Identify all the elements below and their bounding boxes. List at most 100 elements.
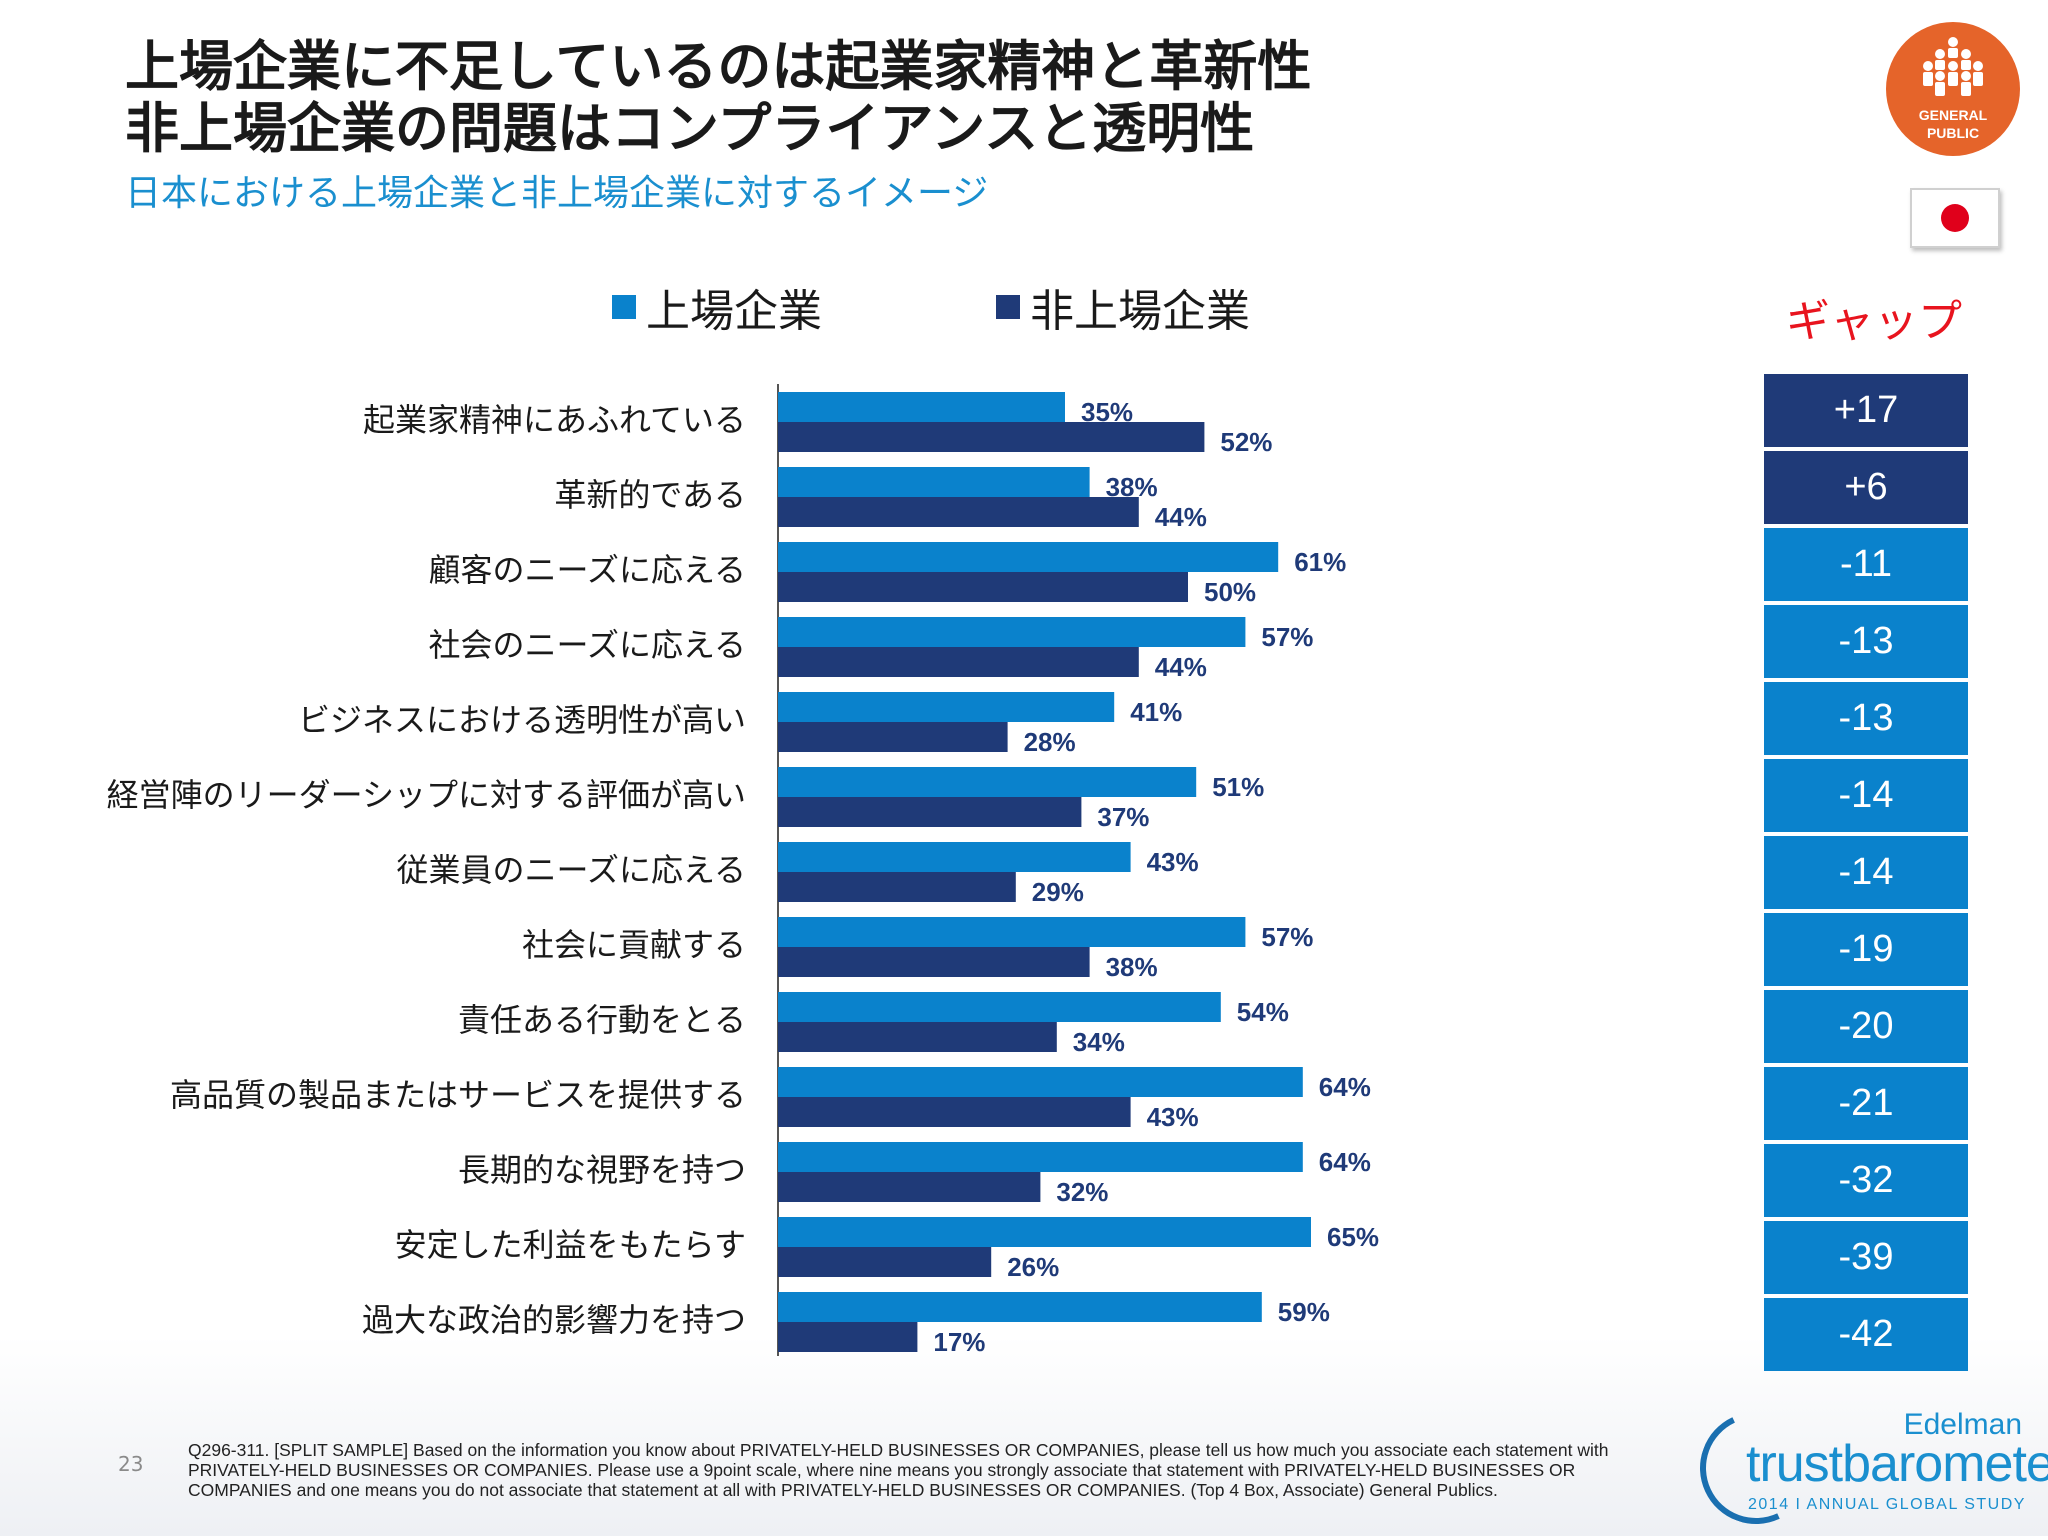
general-public-badge: GENERAL PUBLIC <box>1886 22 2020 156</box>
bar-listed <box>778 917 1246 947</box>
legend-label-unlisted: 非上場企業 <box>1030 286 1250 337</box>
bar-unlisted <box>778 422 1205 452</box>
data-label-unlisted: 26% <box>1007 1252 1059 1282</box>
legend-swatch-unlisted <box>996 295 1020 319</box>
data-label-unlisted: 28% <box>1024 727 1076 757</box>
bar-listed <box>778 542 1279 572</box>
gap-column-title: ギャップ <box>1786 296 1962 347</box>
page-number: 23 <box>118 1452 144 1476</box>
page-subtitle: 日本における上場企業と非上場企業に対するイメージ <box>125 173 989 214</box>
bar-listed <box>778 692 1115 722</box>
logo-brand: Edelman <box>1903 1408 2022 1441</box>
category-label: 社会に貢献する <box>521 926 746 964</box>
data-label-listed: 57% <box>1261 922 1313 952</box>
data-label-unlisted: 44% <box>1155 502 1207 532</box>
bar-unlisted <box>778 722 1008 752</box>
people-group-icon <box>1923 37 1983 96</box>
japan-flag-icon <box>1910 188 2000 248</box>
legend-item-unlisted: 非上場企業 <box>996 282 1250 337</box>
legend-label-listed: 上場企業 <box>646 286 822 337</box>
data-label-listed: 64% <box>1319 1147 1371 1177</box>
data-label-unlisted: 29% <box>1032 877 1084 907</box>
data-label-unlisted: 37% <box>1097 802 1149 832</box>
bar-listed <box>778 842 1131 872</box>
data-label-listed: 54% <box>1237 997 1289 1027</box>
badge-text-line-2: PUBLIC <box>1926 125 1980 141</box>
category-label: 長期的な視野を持つ <box>457 1151 746 1189</box>
legend-swatch-listed <box>612 295 636 319</box>
gap-cell: +6 <box>1764 451 1968 524</box>
data-label-unlisted: 50% <box>1204 577 1256 607</box>
gap-cell: -39 <box>1764 1221 1968 1294</box>
data-label-listed: 65% <box>1327 1222 1379 1252</box>
logo-study: 2014 I ANNUAL GLOBAL STUDY <box>1748 1496 2026 1513</box>
gap-cell: -42 <box>1764 1298 1968 1371</box>
logo-product: trustbarometer <box>1746 1435 2048 1493</box>
category-label: 社会のニーズに応える <box>428 626 746 664</box>
gap-cell: -21 <box>1764 1067 1968 1140</box>
gap-cell: -11 <box>1764 528 1968 601</box>
bar-unlisted <box>778 647 1139 677</box>
bar-listed <box>778 1142 1303 1172</box>
category-label: 責任ある行動をとる <box>457 1001 746 1039</box>
data-label-unlisted: 43% <box>1147 1102 1199 1132</box>
data-label-unlisted: 17% <box>933 1327 985 1357</box>
title-line-2: 非上場企業の問題はコンプライアンスと透明性 <box>125 97 1255 160</box>
data-label-listed: 51% <box>1212 772 1264 802</box>
gap-cell: -19 <box>1764 913 1968 986</box>
category-label: 革新的である <box>554 476 746 514</box>
bar-unlisted <box>778 497 1139 527</box>
footnote: Q296-311. [SPLIT SAMPLE] Based on the in… <box>188 1440 1609 1500</box>
bar-listed <box>778 617 1246 647</box>
category-label: ビジネスにおける透明性が高い <box>297 701 746 739</box>
gap-cell: -14 <box>1764 836 1968 909</box>
bar-unlisted <box>778 1172 1041 1202</box>
bar-listed <box>778 1292 1262 1322</box>
bar-listed <box>778 767 1197 797</box>
bar-unlisted <box>778 797 1082 827</box>
category-label: 顧客のニーズに応える <box>428 551 746 589</box>
bar-listed <box>778 1067 1303 1097</box>
flag-sun <box>1941 204 1969 232</box>
data-label-unlisted: 44% <box>1155 652 1207 682</box>
category-label: 過大な政治的影響力を持つ <box>361 1301 746 1339</box>
page-title: 上場企業に不足しているのは起業家精神と革新性 非上場企業の問題はコンプライアンス… <box>125 36 1311 160</box>
bar-unlisted <box>778 1322 918 1352</box>
data-label-unlisted: 34% <box>1073 1027 1125 1057</box>
bar-unlisted <box>778 947 1090 977</box>
gap-cell: -13 <box>1764 605 1968 678</box>
bar-listed <box>778 392 1065 422</box>
category-label: 従業員のニーズに応える <box>396 851 746 889</box>
category-label: 起業家精神にあふれている <box>362 401 746 439</box>
title-line-1: 上場企業に不足しているのは起業家精神と革新性 <box>125 35 1312 98</box>
bar-unlisted <box>778 1097 1131 1127</box>
data-label-unlisted: 52% <box>1220 427 1272 457</box>
edelman-trustbarometer-logo: Edelman trustbarometer 2014 I ANNUAL GLO… <box>1684 1396 2048 1540</box>
bar-unlisted <box>778 572 1188 602</box>
bar-listed <box>778 1217 1311 1247</box>
data-label-listed: 41% <box>1130 697 1182 727</box>
data-label-unlisted: 32% <box>1056 1177 1108 1207</box>
bar-unlisted <box>778 1022 1057 1052</box>
bar-unlisted <box>778 1247 992 1277</box>
bar-listed <box>778 992 1221 1022</box>
category-label: 高品質の製品またはサービスを提供する <box>169 1076 746 1114</box>
gap-cell: -32 <box>1764 1144 1968 1217</box>
gap-cell: -13 <box>1764 682 1968 755</box>
bar-listed <box>778 467 1090 497</box>
bar-unlisted <box>778 872 1016 902</box>
data-label-unlisted: 38% <box>1106 952 1158 982</box>
category-label: 安定した利益をもたらす <box>394 1226 746 1264</box>
data-label-listed: 43% <box>1147 847 1199 877</box>
background-fade <box>0 1336 2048 1536</box>
data-label-listed: 61% <box>1294 547 1346 577</box>
data-label-listed: 59% <box>1278 1297 1330 1327</box>
gap-cell: +17 <box>1764 374 1968 447</box>
gap-cell: -14 <box>1764 759 1968 832</box>
legend-item-listed: 上場企業 <box>612 282 822 337</box>
category-label: 経営陣のリーダーシップに対する評価が高い <box>106 776 746 814</box>
gap-cell: -20 <box>1764 990 1968 1063</box>
badge-text-line-1: GENERAL <box>1918 107 1988 123</box>
data-label-listed: 64% <box>1319 1072 1371 1102</box>
